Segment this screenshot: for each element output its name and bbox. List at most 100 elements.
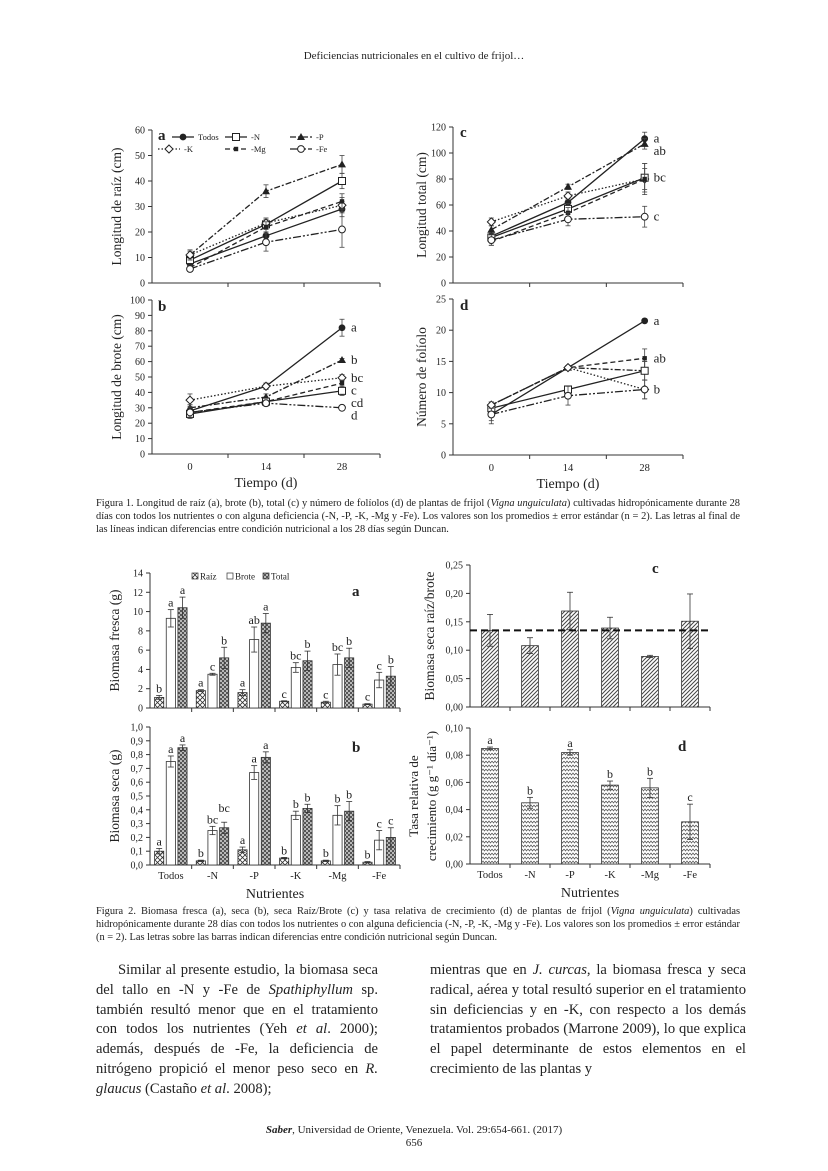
significance-letter: bc <box>290 649 301 663</box>
significance-letter: a <box>263 600 269 614</box>
y-tick-label: 40 <box>135 388 145 399</box>
marker-diamond-open <box>185 250 195 260</box>
series-bars <box>481 591 699 708</box>
marker-circle <box>641 317 649 325</box>
y-tick-label: 40 <box>436 227 446 238</box>
significance-letter: b <box>293 797 299 811</box>
y-tick-label: 10 <box>436 388 446 399</box>
panel-letter: a <box>352 584 360 600</box>
marker-circle <box>179 133 187 141</box>
marker-triangle <box>338 160 346 168</box>
significance-letter: ab <box>249 613 260 627</box>
significance-letter: c <box>388 814 393 828</box>
legend-label: -Mg <box>251 144 266 154</box>
marker-square-open <box>232 133 240 141</box>
significance-letter: b <box>346 634 352 648</box>
x-tick-label: Todos <box>477 870 503 881</box>
bar <box>177 607 188 709</box>
bar <box>641 787 659 865</box>
marker-circle-open <box>186 408 194 417</box>
body-text: , la biomasa fresca y seca radical, aére… <box>430 962 747 1077</box>
legend-item: Todos <box>172 132 219 142</box>
y-tick-label: 80 <box>135 326 145 337</box>
significance-letter: b <box>346 788 352 802</box>
y-tick-label: 40 <box>135 177 145 188</box>
legend-swatch <box>191 572 199 580</box>
panel-letter: d <box>460 298 469 314</box>
y-tick-label: 50 <box>135 151 145 162</box>
x-tick-label: -Fe <box>372 871 386 882</box>
bar <box>249 772 260 866</box>
marker-circle <box>564 199 572 206</box>
y-tick-label: 0,1 <box>131 847 144 858</box>
bar <box>302 808 313 866</box>
y-tick-label: 0 <box>140 279 145 290</box>
significance-letter: bc <box>654 170 667 185</box>
significance-letter: b <box>335 792 341 806</box>
series--Fe: d <box>186 399 358 422</box>
significance-letter: b <box>323 846 329 860</box>
y-axis-label: Biomasa fresca (g) <box>107 590 122 692</box>
line-chart-c: 0 20 40 60 80 100 120 c Longitud total (cm) aab bc… <box>414 123 684 290</box>
x-tick-label: 28 <box>639 463 650 474</box>
marker-circle-open <box>262 238 270 247</box>
y-axis-label: Tasa relativa de <box>406 755 421 837</box>
marker-square <box>339 199 345 204</box>
y-tick-label: 14 <box>133 569 143 580</box>
marker-circle-open <box>564 391 572 400</box>
y-tick-label: 100 <box>130 296 145 307</box>
series--N: bc <box>487 162 667 242</box>
bar-chart-b: 0,0 0,1 0,2 0,3 0,4 0,5 0,6 0,7 0,8 0,9 1,0 b Biomas… <box>107 723 401 902</box>
panel-letter: c <box>460 125 467 141</box>
y-tick-label: 0,04 <box>446 805 464 816</box>
marker-square <box>339 380 345 386</box>
legend-label: Brote <box>235 572 255 582</box>
marker-triangle <box>262 187 270 195</box>
y-tick-label: 0,5 <box>131 792 144 803</box>
bar <box>481 748 499 865</box>
y-tick-label: 20 <box>436 253 446 264</box>
y-tick-label: 0,25 <box>446 561 464 572</box>
body-italic: J. curcas <box>532 962 587 978</box>
y-tick-label: 50 <box>135 373 145 384</box>
x-tick-label: -Mg <box>641 870 660 881</box>
panel-letter: a <box>158 128 166 144</box>
y-tick-label: 0,2 <box>131 833 144 844</box>
bar <box>165 761 176 866</box>
panel-letter: d <box>678 739 687 755</box>
x-tick-label: -P <box>249 871 258 882</box>
caption-species: Vigna unguiculata <box>490 498 567 509</box>
bar <box>290 814 301 866</box>
y-tick-label: 4 <box>138 665 143 676</box>
x-tick-label: -N <box>207 871 218 882</box>
x-axis-label: Tiempo (d) <box>537 477 600 492</box>
significance-letter: c <box>365 690 370 704</box>
y-tick-label: 0,4 <box>131 805 144 816</box>
marker-triangle <box>487 225 496 233</box>
bar <box>641 656 659 708</box>
journal-name: Saber <box>265 1124 293 1136</box>
y-tick-label: 0,06 <box>446 778 464 789</box>
y-axis-label: Número de folíolo <box>414 327 429 427</box>
bar-chart-d: 0,00 0,02 0,04 0,06 0,08 0,10 d Tasa relativa d… <box>406 724 711 901</box>
significance-letter: b <box>647 764 653 778</box>
legend-item: Brote <box>226 572 255 582</box>
bar <box>207 673 218 709</box>
running-title: Deficiencias nutricionales en el cultivo… <box>303 50 525 62</box>
marker-square-open <box>338 177 346 185</box>
series--Fe <box>186 211 346 273</box>
y-axis-label: Biomasa seca (g) <box>107 750 122 843</box>
body-column-right: mientras que en J. curcas, la biomasa fr… <box>430 961 746 1080</box>
legend-item: Raíz <box>191 572 217 582</box>
line-chart-d: 0 5 10 15 20 25 d Número de folíolo Tiempo (d) 0 1… <box>414 295 684 492</box>
marker-diamond-open <box>164 144 174 154</box>
marker-square-open <box>338 386 346 395</box>
x-tick-label: 0 <box>187 462 192 473</box>
x-tick-label: Todos <box>158 871 184 882</box>
body-column-left: Similar al presente estudio, la biomasa … <box>96 961 378 1100</box>
marker-circle-open <box>487 236 496 245</box>
significance-letter: cd <box>351 395 364 410</box>
x-tick-label: -K <box>604 870 615 881</box>
